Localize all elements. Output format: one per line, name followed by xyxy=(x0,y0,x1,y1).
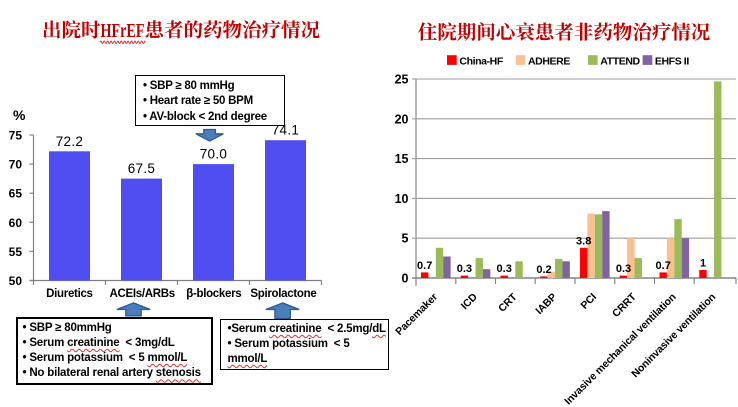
svg-text:ATTEND: ATTEND xyxy=(600,56,640,68)
svg-text:Pacemaker: Pacemaker xyxy=(393,291,440,338)
svg-text:65: 65 xyxy=(9,187,23,201)
svg-text:3.8: 3.8 xyxy=(576,235,591,247)
svg-text:1: 1 xyxy=(700,258,706,270)
svg-text:0.7: 0.7 xyxy=(417,260,432,272)
svg-text:EHFS II: EHFS II xyxy=(655,56,689,68)
svg-text:15: 15 xyxy=(395,152,409,166)
svg-text:IABP: IABP xyxy=(533,291,559,317)
svg-text:0.3: 0.3 xyxy=(497,263,512,275)
svg-text:10: 10 xyxy=(395,192,409,206)
svg-text:ADHERE: ADHERE xyxy=(528,56,570,68)
svg-text:CRT: CRT xyxy=(496,291,520,315)
svg-text:72.2: 72.2 xyxy=(56,134,83,149)
svg-text:0: 0 xyxy=(402,272,409,286)
svg-text:PCI: PCI xyxy=(578,291,599,312)
svg-text:70: 70 xyxy=(9,158,23,172)
svg-text:0.3: 0.3 xyxy=(616,263,631,275)
svg-text:HFrEF: HFrEF xyxy=(101,21,145,42)
svg-text:ACEIs/ARBs: ACEIs/ARBs xyxy=(110,288,175,300)
svg-text:China-HF: China-HF xyxy=(459,56,503,68)
svg-text:75: 75 xyxy=(9,129,23,143)
svg-text:Spirolactone: Spirolactone xyxy=(250,288,316,300)
svg-text:5: 5 xyxy=(402,232,409,246)
svg-text:ICD: ICD xyxy=(459,291,480,312)
svg-text:β-blockers: β-blockers xyxy=(186,288,241,300)
svg-text:74.1: 74.1 xyxy=(272,123,299,138)
svg-text:Noninvasive ventilation: Noninvasive ventilation xyxy=(629,291,718,380)
svg-text:55: 55 xyxy=(9,245,23,259)
svg-text:0.2: 0.2 xyxy=(536,264,551,276)
svg-text:70.0: 70.0 xyxy=(200,147,227,162)
svg-text:20: 20 xyxy=(395,112,409,126)
svg-text:%: % xyxy=(13,107,26,123)
svg-text:0.7: 0.7 xyxy=(656,260,671,272)
svg-text:67.5: 67.5 xyxy=(128,161,155,176)
svg-text:Diuretics: Diuretics xyxy=(46,288,93,300)
svg-text:25: 25 xyxy=(395,73,409,87)
svg-text:50: 50 xyxy=(9,274,23,288)
svg-text:0.3: 0.3 xyxy=(457,263,472,275)
svg-text:CRRT: CRRT xyxy=(610,291,639,320)
svg-text:60: 60 xyxy=(9,216,23,230)
